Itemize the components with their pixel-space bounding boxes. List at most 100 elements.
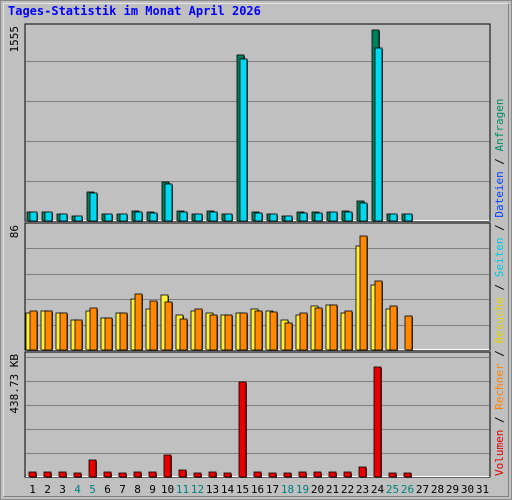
x-tick-label-7: 7: [119, 483, 126, 496]
x-tick-label-5: 5: [89, 483, 96, 496]
bar-rechner-day-7: [119, 312, 128, 351]
bar-dateien-day-19: [299, 212, 308, 222]
x-tick-label-12: 12: [191, 483, 204, 496]
bar-rechner-day-10: [164, 301, 173, 351]
bar-volumen-day-19: [298, 471, 307, 478]
x-tick-label-31: 31: [476, 483, 489, 496]
x-tick-label-17: 17: [266, 483, 279, 496]
bar-dateien-day-10: [164, 183, 173, 222]
legend-item-anfragen: Anfragen: [493, 98, 506, 151]
bar-rechner-day-24: [374, 280, 383, 351]
x-tick-label-28: 28: [431, 483, 444, 496]
bar-rechner-day-8: [134, 293, 143, 351]
x-tick-label-25: 25: [386, 483, 399, 496]
x-tick-label-22: 22: [341, 483, 354, 496]
bar-rechner-day-21: [329, 304, 338, 351]
bar-volumen-day-14: [223, 472, 232, 478]
x-tick-label-4: 4: [74, 483, 81, 496]
x-tick-label-15: 15: [236, 483, 249, 496]
bar-rechner-day-11: [179, 318, 188, 351]
y-max-label: 438.73 KB: [8, 354, 21, 414]
x-tick-label-18: 18: [281, 483, 294, 496]
legend-separator: /: [493, 277, 506, 297]
bar-dateien-day-16: [254, 212, 263, 222]
x-tick-label-21: 21: [326, 483, 339, 496]
bar-dateien-day-15: [239, 58, 248, 222]
bar-dateien-day-12: [194, 213, 203, 222]
bar-volumen-day-12: [193, 472, 202, 478]
bar-dateien-day-24: [374, 47, 383, 222]
bar-volumen-day-24: [373, 366, 382, 478]
bar-rechner-day-3: [59, 312, 68, 351]
bar-rechner-day-2: [44, 310, 53, 351]
bar-dateien-day-17: [269, 213, 278, 222]
bar-volumen-day-8: [133, 471, 142, 478]
bar-volumen-day-22: [343, 471, 352, 478]
x-tick-label-29: 29: [446, 483, 459, 496]
x-tick-label-27: 27: [416, 483, 429, 496]
bar-dateien-day-11: [179, 211, 188, 222]
legend-separator: /: [493, 151, 506, 171]
bar-volumen-day-26: [403, 472, 412, 478]
bar-dateien-day-1: [29, 211, 38, 222]
bar-volumen-day-21: [328, 471, 337, 478]
bar-dateien-day-13: [209, 211, 218, 222]
x-tick-label-20: 20: [311, 483, 324, 496]
legend-separator: /: [493, 410, 506, 430]
bar-rechner-day-16: [254, 310, 263, 351]
bar-dateien-day-9: [149, 212, 158, 222]
bar-volumen-day-5: [88, 459, 97, 478]
bar-dateien-day-6: [104, 213, 113, 222]
bar-rechner-day-5: [89, 307, 98, 351]
bar-dateien-day-8: [134, 211, 143, 222]
bar-volumen-day-6: [103, 471, 112, 478]
x-tick-label-2: 2: [44, 483, 51, 496]
bar-rechner-day-17: [269, 311, 278, 351]
x-tick-label-23: 23: [356, 483, 369, 496]
bar-rechner-day-12: [194, 308, 203, 351]
bar-volumen-day-17: [268, 472, 277, 478]
bar-volumen-day-3: [58, 471, 67, 478]
legend-item-rechner: Rechner: [493, 363, 506, 410]
x-tick-label-1: 1: [29, 483, 36, 496]
bar-volumen-day-1: [28, 471, 37, 478]
legend-item-dateien: Dateien: [493, 171, 506, 217]
bar-dateien-day-25: [389, 213, 398, 222]
bar-volumen-day-16: [253, 471, 262, 478]
bar-dateien-day-4: [74, 215, 83, 222]
bar-volumen-day-20: [313, 471, 322, 478]
bar-rechner-day-19: [299, 312, 308, 351]
chart-title: Tages-Statistik im Monat April 2026: [8, 4, 261, 18]
bar-volumen-day-25: [388, 472, 397, 478]
y-max-label: 1555: [8, 26, 21, 53]
bar-dateien-day-20: [314, 212, 323, 222]
x-tick-label-3: 3: [59, 483, 66, 496]
legend-item-volumen: Volumen: [493, 430, 506, 476]
bar-rechner-day-20: [314, 307, 323, 351]
bar-volumen-day-11: [178, 469, 187, 478]
x-tick-label-10: 10: [161, 483, 174, 496]
bar-rechner-day-25: [389, 305, 398, 351]
bar-volumen-day-13: [208, 471, 217, 478]
bar-volumen-day-23: [358, 466, 367, 478]
plot-panel-top: [24, 23, 491, 222]
bar-dateien-day-21: [329, 211, 338, 222]
x-tick-label-24: 24: [371, 483, 385, 496]
bar-volumen-day-4: [73, 472, 82, 478]
x-tick-label-8: 8: [134, 483, 141, 496]
bar-volumen-day-9: [148, 471, 157, 478]
x-tick-label-16: 16: [251, 483, 264, 496]
x-tick-label-26: 26: [401, 483, 414, 496]
bar-dateien-day-22: [344, 211, 353, 222]
bar-dateien-day-23: [359, 202, 368, 222]
bar-rechner-day-4: [74, 319, 83, 351]
chart-frame-bevel: [3, 3, 509, 497]
bar-volumen-day-10: [163, 454, 172, 478]
bar-dateien-day-2: [44, 211, 53, 222]
x-tick-label-19: 19: [296, 483, 309, 496]
bar-volumen-day-7: [118, 472, 127, 478]
bar-volumen-day-15: [238, 381, 247, 478]
bar-dateien-day-18: [284, 215, 293, 222]
bar-rechner-day-1: [29, 310, 38, 351]
